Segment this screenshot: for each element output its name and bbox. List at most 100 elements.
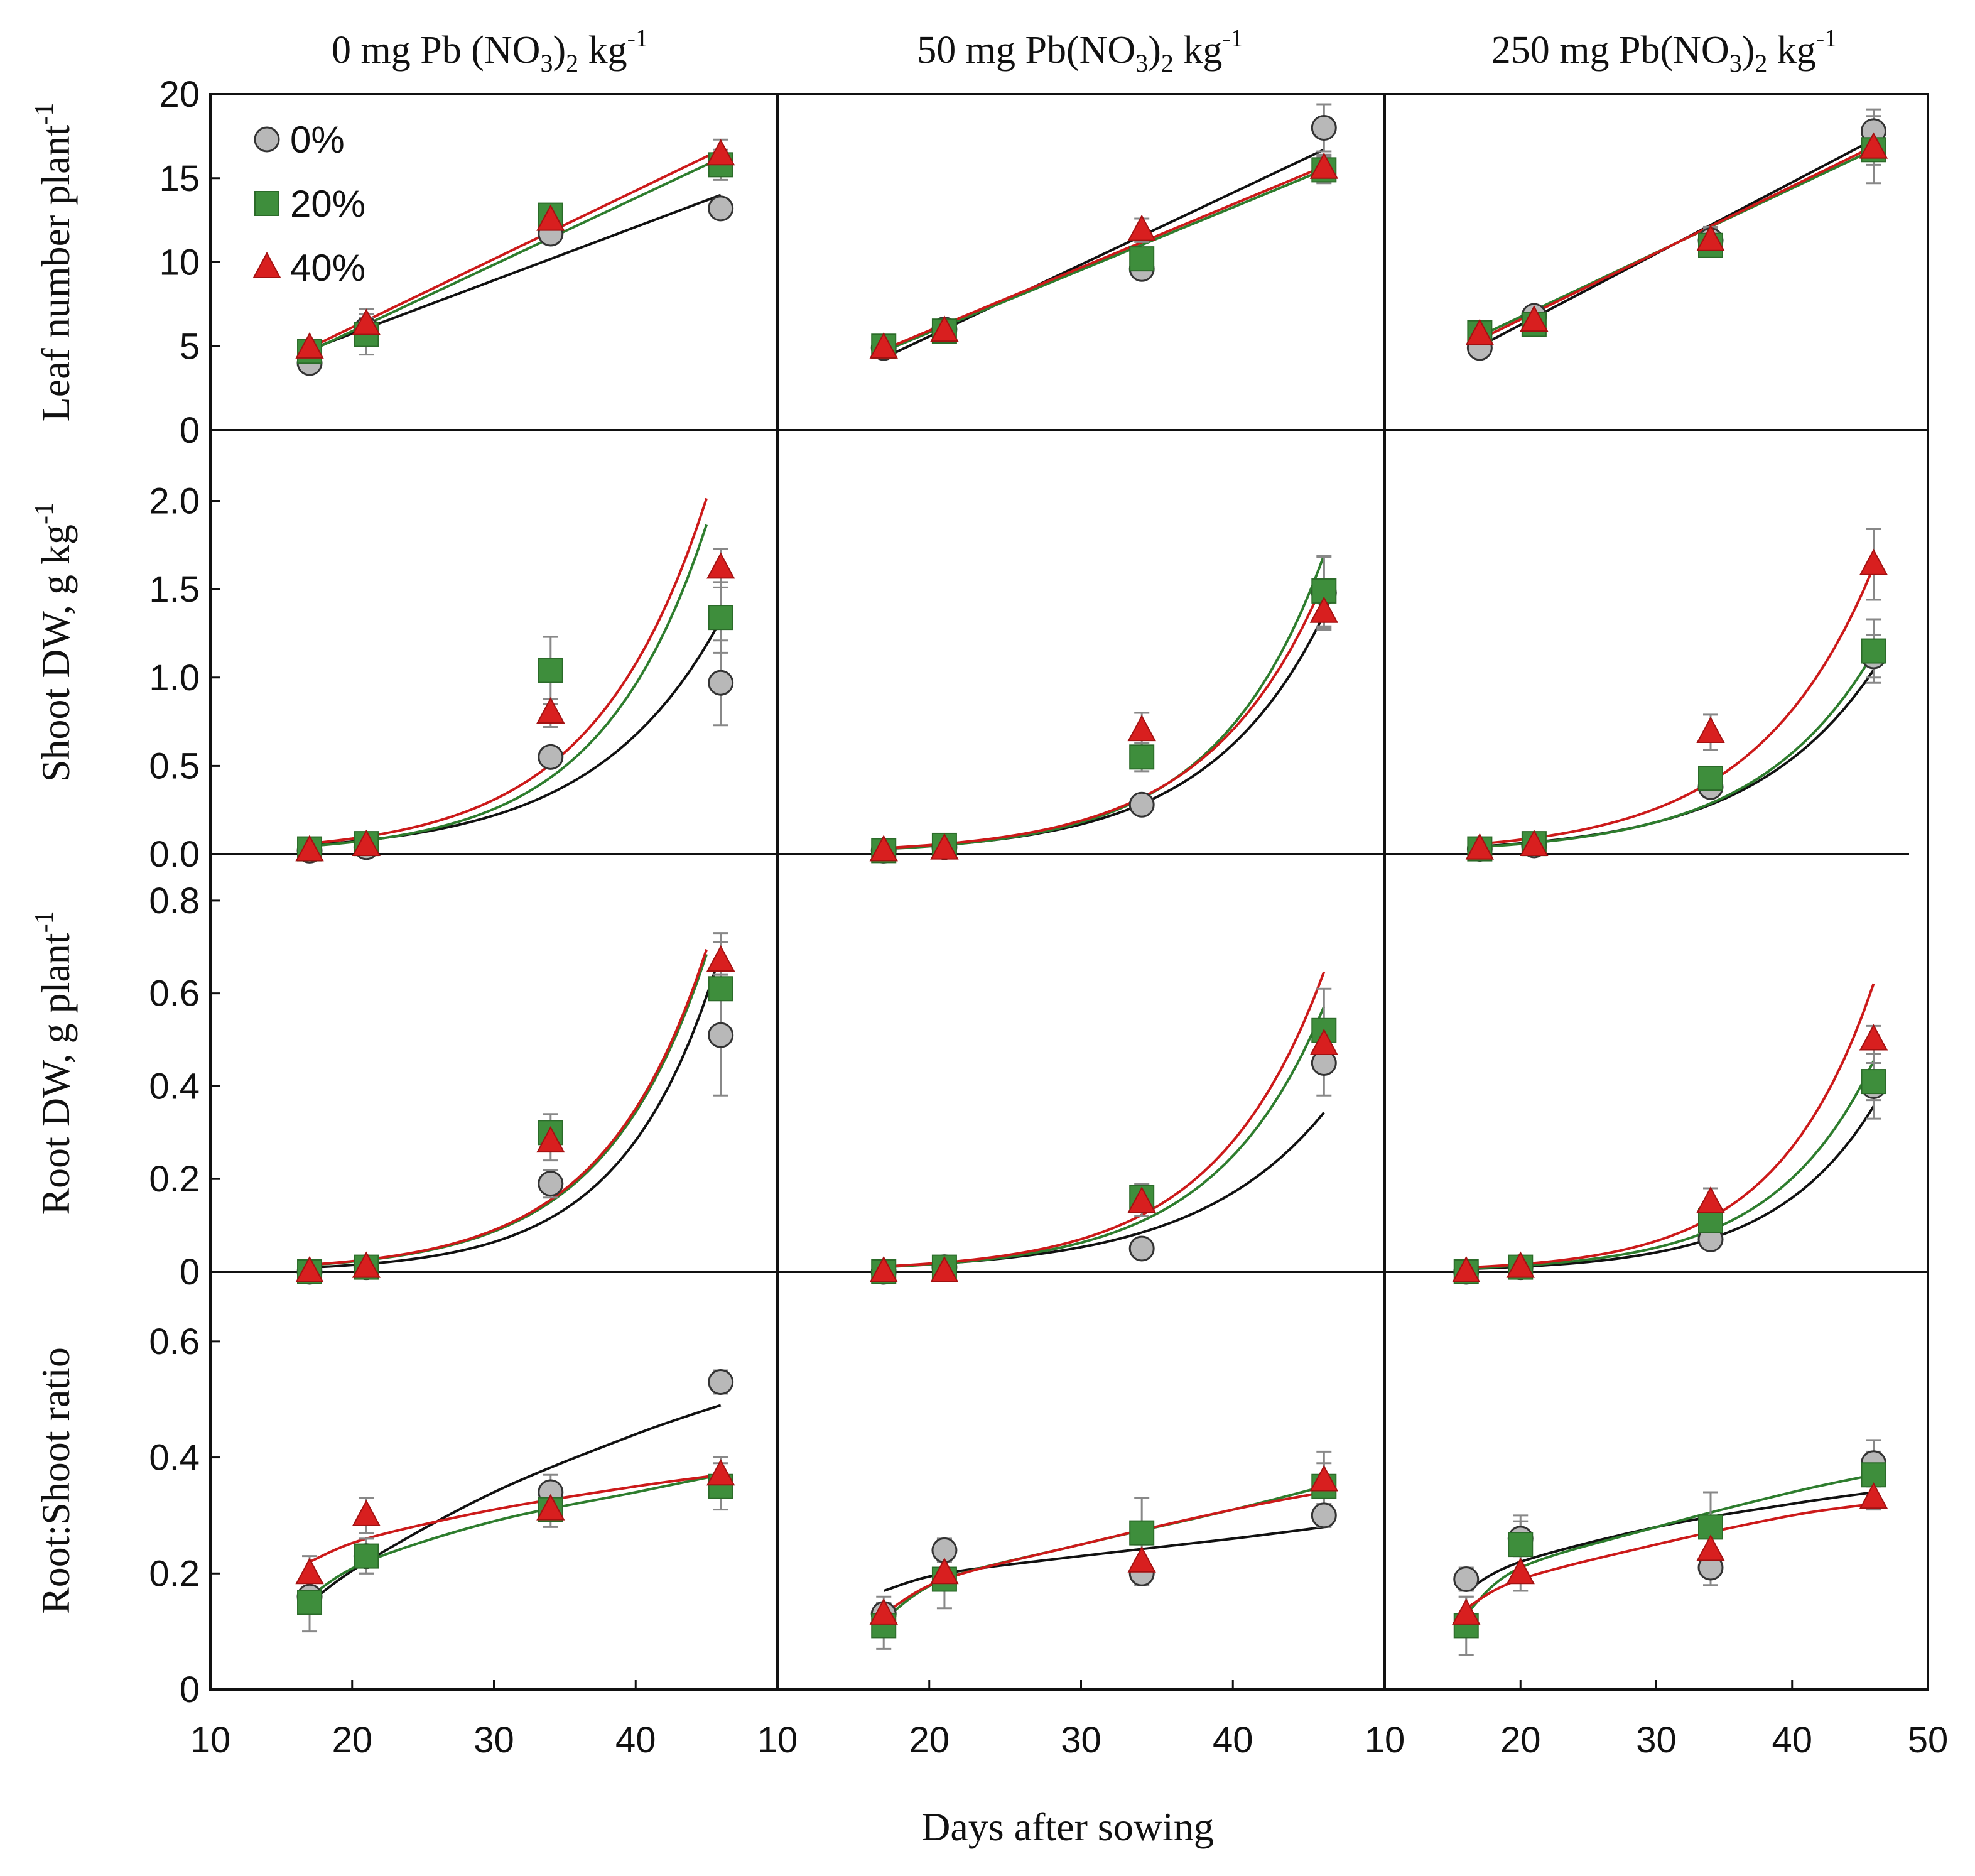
point-40pct <box>352 1251 381 1278</box>
fit-line-0pct <box>1466 1105 1875 1271</box>
x-tick-label: 10 <box>757 1720 798 1760</box>
point-40pct <box>930 1558 959 1585</box>
fit-line-40pct <box>309 497 708 845</box>
point-40pct <box>536 1494 565 1521</box>
y-tick-label: 0.6 <box>149 973 200 1014</box>
point-40pct <box>1452 1255 1481 1282</box>
point-0pct <box>708 1369 734 1395</box>
point-40pct <box>869 332 898 359</box>
point-40pct <box>706 1459 735 1486</box>
point-40pct <box>352 308 381 335</box>
plot-frame <box>209 93 1929 1691</box>
y-tick-label: 0.8 <box>149 881 200 921</box>
legend-label: 20% <box>290 183 365 225</box>
fit-line-40pct <box>884 580 1326 850</box>
fit-line-40pct <box>309 949 708 1266</box>
fit-line-20pct <box>309 953 708 1267</box>
point-40pct <box>1696 716 1725 743</box>
legend-label: 0% <box>290 119 345 161</box>
point-20pct <box>297 1590 323 1615</box>
legend: 0% 20% 40% <box>252 119 365 289</box>
point-40pct <box>1127 715 1156 742</box>
point-0pct <box>708 670 734 696</box>
point-0pct <box>538 1171 564 1197</box>
fit-line-40pct <box>1480 566 1875 845</box>
legend-marker-20pct <box>254 191 279 216</box>
y-tick-label: 0 <box>180 410 200 451</box>
point-20pct <box>1861 1069 1886 1095</box>
point-40pct <box>352 1499 381 1526</box>
point-40pct <box>930 315 959 342</box>
fit-line-40pct <box>884 971 1326 1268</box>
point-40pct <box>1309 596 1338 623</box>
y-tick-label: 15 <box>159 158 200 199</box>
y-tick-label: 0.2 <box>149 1159 200 1200</box>
y-tick-label: 0 <box>180 1252 200 1293</box>
y-tick-label: 0.4 <box>149 1438 200 1478</box>
fit-line-0pct <box>309 619 722 847</box>
point-40pct <box>295 1558 324 1585</box>
point-20pct <box>1861 638 1886 664</box>
x-tick-label: 20 <box>909 1720 950 1760</box>
fit-line-40pct <box>309 1473 721 1563</box>
point-40pct <box>1520 829 1549 856</box>
point-40pct <box>1309 152 1338 179</box>
point-40pct <box>869 835 898 862</box>
y-tick-label: 0 <box>180 1669 200 1710</box>
fit-line-0pct <box>884 1112 1325 1268</box>
point-40pct <box>1696 224 1725 251</box>
fit-line-20pct <box>884 555 1326 850</box>
plot-border <box>209 93 1929 1691</box>
x-tick-label: 30 <box>473 1720 514 1760</box>
fit-line-0pct <box>1480 669 1875 848</box>
point-40pct <box>706 945 735 972</box>
fit-curves <box>308 138 1875 1621</box>
x-tick-label: 10 <box>190 1720 231 1760</box>
point-0pct <box>1128 791 1155 818</box>
point-40pct <box>1127 1546 1156 1573</box>
point-0pct <box>1311 115 1337 141</box>
point-40pct <box>1506 1558 1535 1585</box>
point-40pct <box>1859 1024 1888 1051</box>
point-20pct <box>1129 744 1155 770</box>
fit-line-40pct <box>309 148 722 349</box>
point-40pct <box>1452 1598 1481 1625</box>
x-tick-label: 30 <box>1636 1720 1677 1760</box>
y-axis-title: Shoot DW, g kg-1 <box>30 502 78 782</box>
point-20pct <box>1508 1532 1534 1558</box>
point-40pct <box>536 1126 565 1153</box>
point-40pct <box>930 833 959 860</box>
data-points <box>295 115 1888 1639</box>
x-tick-label: 30 <box>1061 1720 1101 1760</box>
point-40pct <box>352 829 381 856</box>
fit-line-20pct <box>884 1006 1326 1269</box>
point-20pct <box>538 658 563 683</box>
y-axis-title: Root:Shoot ratio <box>33 1347 78 1614</box>
point-40pct <box>1127 1186 1156 1213</box>
point-40pct <box>295 1255 324 1282</box>
y-tick-label: 1.0 <box>149 658 200 698</box>
point-40pct <box>1859 132 1888 159</box>
y-tick-label: 5 <box>180 326 200 367</box>
legend-marker-0pct <box>254 126 280 153</box>
fit-line-0pct <box>883 148 1325 359</box>
y-axis-titles: Leaf number plant-1 Shoot DW, g kg-1 Root … <box>30 103 78 1614</box>
fit-line-20pct <box>1465 1473 1874 1615</box>
point-20pct <box>1129 246 1155 272</box>
point-40pct <box>1465 318 1495 345</box>
fit-line-0pct <box>308 1404 722 1604</box>
legend-label: 40% <box>290 247 365 289</box>
point-0pct <box>708 195 734 222</box>
error-bars <box>302 103 1881 1656</box>
point-20pct <box>354 1543 379 1569</box>
y-tick-label: 0.0 <box>149 834 200 875</box>
point-40pct <box>1506 1251 1535 1278</box>
point-0pct <box>1128 1235 1155 1262</box>
point-40pct <box>1309 1465 1338 1492</box>
point-40pct <box>536 204 565 231</box>
y-axis-title: Root DW, g plant-1 <box>30 911 78 1215</box>
point-0pct <box>1453 1566 1480 1593</box>
y-tick-label: 0.5 <box>149 746 200 786</box>
y-tick-label: 20 <box>159 74 200 115</box>
